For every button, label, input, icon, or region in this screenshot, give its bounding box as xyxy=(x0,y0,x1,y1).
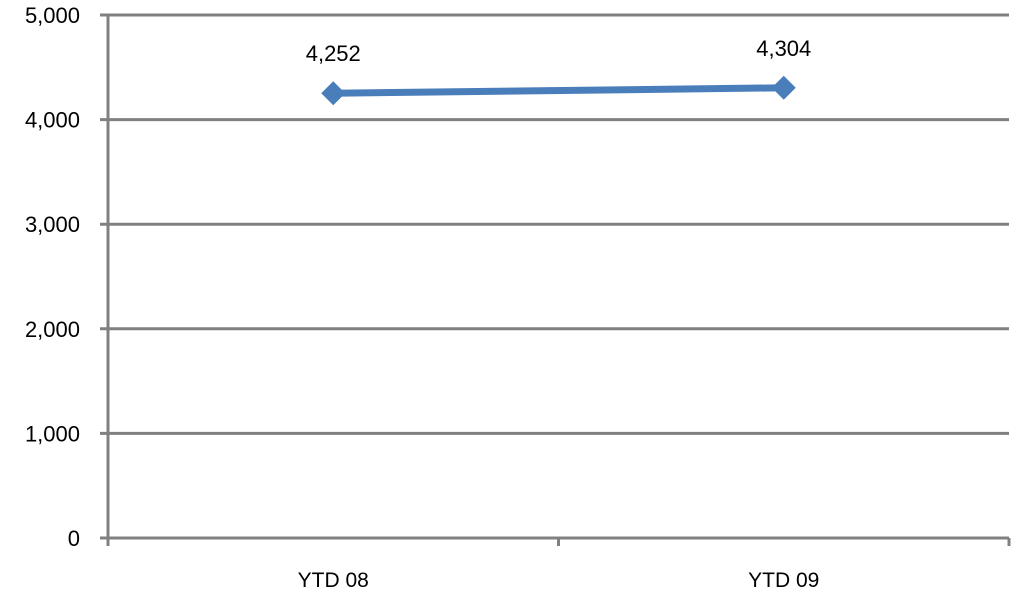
data-point-0-1 xyxy=(771,75,796,100)
x-tick-label-0: YTD 08 xyxy=(298,569,369,592)
data-labels: 4,252 4,304 xyxy=(306,36,812,66)
y-tick-label-2000: 2,000 xyxy=(25,317,80,342)
x-axis-tick-labels: YTD 08 YTD 09 xyxy=(298,569,820,592)
y-axis-tick-labels: 0 1,000 2,000 3,000 4,000 5,000 xyxy=(25,3,80,551)
series-line-0 xyxy=(329,84,788,97)
y-tick-label-1000: 1,000 xyxy=(25,421,80,446)
data-label-0-1: 4,304 xyxy=(756,36,811,61)
y-tick-label-3000: 3,000 xyxy=(25,212,80,237)
data-point-0-0 xyxy=(321,81,346,106)
data-label-0-0: 4,252 xyxy=(306,41,361,66)
y-tick-label-4000: 4,000 xyxy=(25,108,80,133)
axes xyxy=(100,14,1011,546)
y-tick-label-5000: 5,000 xyxy=(25,3,80,28)
x-tick-label-1: YTD 09 xyxy=(748,569,819,592)
gridlines xyxy=(100,13,1009,435)
y-tick-label-0: 0 xyxy=(68,526,80,551)
series-layer xyxy=(321,75,796,106)
